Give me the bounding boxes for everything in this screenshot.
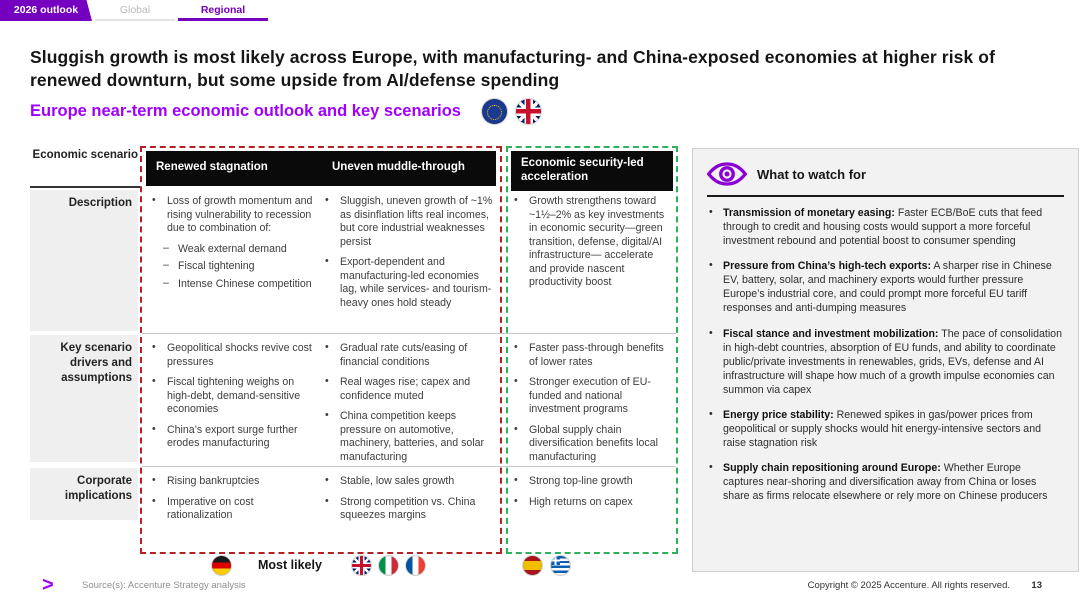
bullet: Growth strengthens toward ~1½–2% as key …	[512, 194, 672, 290]
watch-bullet-text: The pace of consolidation in high-debt c…	[723, 327, 1062, 396]
scenario-header-bar-acceleration: Economic security-led acceleration	[511, 151, 673, 191]
watch-bullet-lead: Pressure from China’s high-tech exports:	[723, 260, 931, 273]
header-flags	[481, 99, 541, 124]
watch-bullet: Pressure from China’s high-tech exports:…	[707, 258, 1064, 315]
scenario-header-bar: Renewed stagnation Uneven muddle-through	[146, 151, 496, 186]
cell-implications: Stable, low sales growth Strong competit…	[323, 466, 497, 552]
footer: > Source(s): Accenture Strategy analysis…	[0, 574, 1080, 600]
bullet: Fiscal tightening weighs on high-debt, d…	[150, 375, 318, 417]
stagnation-muddle-dashed-box	[140, 146, 502, 554]
watch-bullet-text: A sharper rise in Chinese EV, battery, s…	[723, 260, 1052, 315]
bullet: Geopolitical shocks revive cost pressure…	[150, 341, 318, 369]
bullet: Export-dependent and manufacturing-led e…	[323, 255, 497, 310]
column-header-renewed-stagnation: Renewed stagnation	[156, 161, 268, 173]
bullet: Strong top-line growth	[512, 474, 672, 489]
watch-bullet-text: Faster ECB/BoE cuts that feed through to…	[723, 207, 1043, 248]
uk-flag-icon	[352, 556, 371, 575]
watch-bullet-lead: Transmission of monetary easing:	[723, 207, 895, 219]
column-header-economic-security: Economic security-led acceleration	[521, 157, 644, 184]
bullet: Imperative on cost rationalization	[150, 495, 318, 523]
spain-flag-icon	[523, 556, 542, 575]
bullet: Stable, low sales growth	[323, 474, 497, 489]
tab-global[interactable]: Global	[95, 0, 175, 21]
bullet: China competition keeps pressure on auto…	[323, 409, 497, 464]
bullet: Rising bankruptcies	[150, 474, 318, 489]
row-divider	[142, 333, 676, 334]
watch-panel-header: What to watch for	[707, 159, 1064, 189]
watch-bullet-list: Transmission of monetary easing: Faster …	[707, 205, 1064, 503]
italy-flag-icon	[379, 556, 398, 575]
column-header-uneven-muddle-through: Uneven muddle-through	[332, 161, 465, 173]
germany-flag-icon	[212, 556, 231, 575]
eu-flag-icon	[481, 99, 507, 124]
column-economic-security-acceleration: Growth strengthens toward ~1½–2% as key …	[512, 186, 672, 552]
eye-icon	[707, 162, 747, 186]
watch-bullet-lead: Fiscal stance and investment mobilizatio…	[723, 327, 939, 340]
watch-panel-divider	[707, 195, 1064, 197]
tab-regional[interactable]: Regional	[178, 0, 268, 21]
watch-bullet-lead: Energy price stability:	[723, 408, 834, 421]
sub-bullet: Weak external demand	[150, 242, 318, 257]
tab-bar: 2026 outlook Global Regional	[0, 0, 1080, 24]
copyright-note: Copyright © 2025 Accenture. All rights r…	[807, 580, 1010, 591]
watch-bullet: Transmission of monetary easing: Faster …	[707, 205, 1064, 248]
uk-flag-icon	[515, 99, 541, 124]
cell-implications: Strong top-line growth High returns on c…	[512, 466, 672, 552]
watch-bullet-text: Renewed spikes in gas/power prices from …	[723, 408, 1041, 450]
bullet: China’s export surge further erodes manu…	[150, 423, 318, 451]
watch-panel-title: What to watch for	[757, 166, 867, 182]
accenture-logo-icon: >	[42, 574, 54, 596]
cell-implications: Rising bankruptcies Imperative on cost r…	[150, 466, 318, 552]
cell-drivers: Gradual rate cuts/easing of financial co…	[323, 333, 497, 466]
france-flag-icon	[406, 556, 425, 575]
column-renewed-stagnation: Loss of growth momentum and rising vulne…	[150, 186, 318, 552]
cell-drivers: Faster pass-through benefits of lower ra…	[512, 333, 672, 466]
bullet: High returns on capex	[512, 495, 672, 510]
table-corner-label: Economic scenario	[32, 149, 138, 161]
watch-bullet: Fiscal stance and investment mobilizatio…	[707, 326, 1064, 397]
bullet: Gradual rate cuts/easing of financial co…	[323, 341, 497, 369]
bullet: Faster pass-through benefits of lower ra…	[512, 341, 672, 369]
subtitle: Europe near-term economic outlook and ke…	[30, 102, 461, 120]
tab-2026-outlook[interactable]: 2026 outlook	[0, 0, 92, 21]
watch-bullet: Energy price stability: Renewed spikes i…	[707, 407, 1064, 450]
subtitle-row: Europe near-term economic outlook and ke…	[30, 99, 1040, 124]
greece-flag-icon	[551, 556, 570, 575]
row-divider	[142, 466, 676, 467]
acceleration-dashed-box	[506, 146, 678, 554]
what-to-watch-panel: What to watch for Transmission of moneta…	[692, 148, 1079, 572]
bullet: Sluggish, uneven growth of ~1% as disinf…	[323, 194, 497, 249]
sub-bullet: Fiscal tightening	[150, 259, 318, 274]
most-likely-label: Most likely	[258, 558, 322, 572]
source-note: Source(s): Accenture Strategy analysis	[82, 580, 246, 591]
row-label-description: Description	[30, 190, 138, 331]
bullet: Global supply chain diversification bene…	[512, 423, 672, 465]
sub-bullet: Intense Chinese competition	[150, 277, 318, 292]
bullet: Real wages rise; capex and confidence mu…	[323, 375, 497, 403]
most-likely-legend: Most likely	[0, 556, 1080, 578]
row-label-implications: Corporate implications	[30, 468, 138, 520]
bullet: Stronger execution of EU-funded and nati…	[512, 375, 672, 417]
watch-bullet-lead: Supply chain repositioning around Europe…	[723, 462, 941, 475]
corner-divider	[30, 186, 140, 188]
cell-description: Growth strengthens toward ~1½–2% as key …	[512, 186, 672, 333]
column-uneven-muddle-through: Sluggish, uneven growth of ~1% as disinf…	[323, 186, 497, 552]
bullet: Loss of growth momentum and rising vulne…	[150, 194, 318, 236]
cell-description: Loss of growth momentum and rising vulne…	[150, 186, 318, 333]
watch-bullet: Supply chain repositioning around Europe…	[707, 460, 1064, 503]
bullet: Strong competition vs. China squeezes ma…	[323, 495, 497, 523]
cell-drivers: Geopolitical shocks revive cost pressure…	[150, 333, 318, 466]
page-number: 13	[1031, 580, 1042, 591]
cell-description: Sluggish, uneven growth of ~1% as disinf…	[323, 186, 497, 333]
page-title: Sluggish growth is most likely across Eu…	[30, 47, 996, 91]
watch-bullet-text: Whether Europe captures near-shoring and…	[723, 462, 1048, 503]
row-label-drivers: Key scenario drivers and assumptions	[30, 335, 138, 462]
